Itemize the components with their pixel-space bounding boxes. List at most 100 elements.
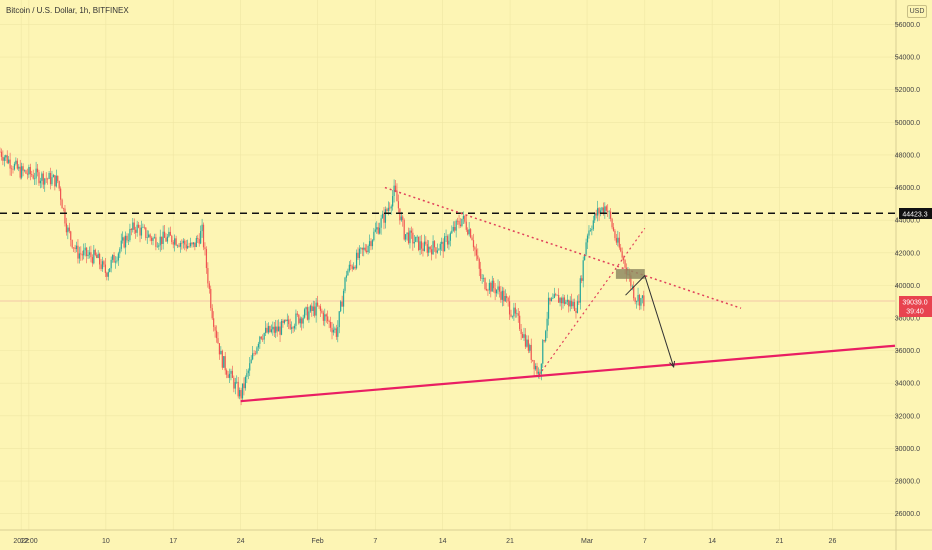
- candle-body: [610, 211, 612, 219]
- candle-body: [187, 246, 189, 249]
- candle-body: [230, 370, 232, 374]
- candle-body: [272, 326, 274, 330]
- candle-body: [113, 255, 115, 263]
- candle-body: [68, 227, 70, 232]
- svg-text:39:40: 39:40: [906, 309, 924, 316]
- candle-body: [221, 350, 223, 368]
- candle-body: [507, 298, 509, 302]
- candle-body: [126, 235, 128, 241]
- candle-body: [585, 242, 587, 255]
- candle-body: [556, 294, 558, 296]
- candle-body: [211, 308, 213, 319]
- candle-body: [269, 326, 271, 332]
- candle-body: [306, 307, 309, 320]
- time-tick-label: 17: [169, 538, 177, 545]
- currency-button[interactable]: USD: [907, 5, 927, 18]
- candle-body: [322, 312, 324, 321]
- candle-body: [641, 295, 643, 299]
- candle-body: [562, 297, 564, 304]
- candle-body: [88, 252, 91, 255]
- candle-body: [244, 376, 247, 389]
- candle-body: [175, 238, 177, 246]
- time-tick-label: Feb: [312, 538, 324, 545]
- time-tick-label: Mar: [581, 538, 594, 545]
- candle-body: [52, 175, 55, 178]
- candle-body: [634, 298, 636, 302]
- price-tick-label: 40000.0: [895, 283, 920, 290]
- candle-body: [184, 240, 186, 245]
- candle-body: [325, 314, 327, 317]
- candle-body: [23, 170, 26, 171]
- candle-body: [435, 247, 437, 253]
- candle-body: [117, 253, 119, 261]
- candle-body: [379, 227, 381, 234]
- candle-body: [120, 240, 122, 249]
- candle-body: [331, 327, 333, 333]
- candle-body: [451, 230, 453, 234]
- candle-body: [360, 247, 362, 249]
- candle-body: [342, 290, 345, 307]
- candle-body: [305, 307, 307, 310]
- time-tick-label: 21: [776, 538, 784, 545]
- candle-body: [205, 249, 208, 269]
- candle-body: [467, 229, 469, 235]
- candle-body: [501, 290, 503, 300]
- candle-body: [204, 247, 206, 250]
- candle-body: [416, 236, 418, 238]
- candle-body: [96, 254, 98, 258]
- candle-body: [18, 166, 20, 169]
- vertical-grid: [20, 0, 833, 530]
- candle-body: [514, 307, 516, 314]
- candle-body: [143, 226, 145, 228]
- candle-body: [234, 382, 236, 389]
- candle-body: [402, 216, 404, 221]
- candle-body: [29, 166, 31, 175]
- price-tick-label: 48000.0: [895, 152, 920, 159]
- candle-body: [423, 241, 426, 252]
- candle-body: [192, 242, 195, 245]
- candle-body: [547, 297, 550, 319]
- candle-body: [638, 294, 641, 306]
- candle-body: [337, 327, 339, 337]
- candle-body: [612, 227, 615, 231]
- candle-body: [191, 242, 193, 245]
- candle-body: [589, 230, 592, 231]
- candle-body: [500, 291, 502, 300]
- candle-body: [25, 170, 27, 174]
- candle-body: [299, 318, 301, 324]
- time-tick-label: 7: [643, 538, 647, 545]
- candle-body: [166, 236, 169, 242]
- candle-body: [71, 239, 73, 248]
- candle-body: [413, 241, 415, 244]
- candle-body: [218, 343, 221, 355]
- candle-body: [428, 246, 430, 253]
- candle-body: [568, 299, 570, 307]
- candle-body: [233, 377, 235, 389]
- candle-body: [213, 318, 215, 327]
- candle-body: [566, 299, 568, 302]
- drawing-layer[interactable]: [0, 186, 896, 403]
- candle-body: [598, 208, 600, 214]
- candle-body: [266, 327, 268, 333]
- candle-body: [289, 324, 291, 329]
- candle-body: [506, 296, 508, 299]
- candle-body: [13, 163, 16, 170]
- candle-body: [278, 326, 280, 332]
- candle-body: [48, 172, 50, 179]
- candle-body: [241, 383, 244, 399]
- candle-body: [608, 211, 610, 213]
- price-axis[interactable]: 26000.0 28000.0 30000.0 32000.0 34000.0 36000…: [895, 22, 920, 518]
- candle-body: [65, 223, 68, 233]
- candle-body: [472, 240, 475, 248]
- candle-body: [12, 168, 14, 170]
- candle-body: [366, 250, 368, 253]
- candle-body: [409, 230, 411, 244]
- candle-body: [270, 329, 272, 332]
- symbol-title[interactable]: Bitcoin / U.S. Dollar, 1h, BITFINEX: [6, 6, 129, 15]
- candle-body: [394, 185, 397, 191]
- candle-body: [419, 241, 421, 251]
- candle-body: [139, 227, 141, 236]
